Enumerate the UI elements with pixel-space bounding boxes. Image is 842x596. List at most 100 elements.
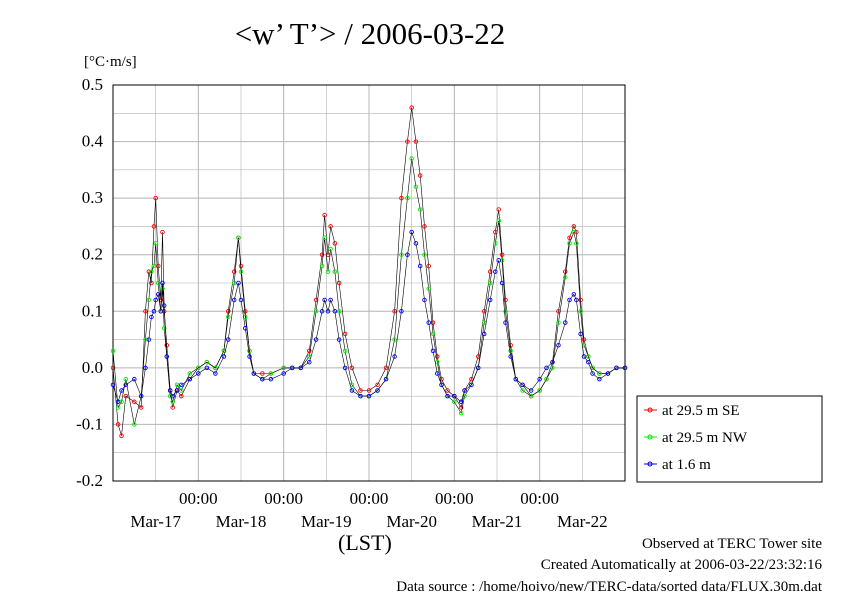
- y-tick-label: 0.3: [82, 188, 103, 207]
- data-point: [469, 382, 474, 388]
- data-point: [496, 207, 501, 212]
- data-point: [119, 388, 124, 393]
- x-date-tick-label: Mar-18: [216, 512, 267, 531]
- data-point: [319, 263, 325, 269]
- data-point: [597, 371, 602, 376]
- data-point: [417, 263, 423, 269]
- y-tick-label: -0.1: [76, 414, 103, 433]
- data-point: [138, 405, 144, 410]
- data-point: [115, 405, 121, 410]
- data-point: [520, 388, 525, 393]
- data-point: [115, 422, 121, 427]
- data-point: [149, 280, 154, 286]
- data-point: [307, 348, 312, 354]
- data-point: [158, 309, 164, 314]
- data-point: [236, 280, 241, 286]
- data-point: [268, 376, 274, 382]
- x-axis-label: (LST): [338, 530, 392, 555]
- data-point: [238, 269, 244, 274]
- data-point: [123, 376, 129, 382]
- data-point: [537, 388, 542, 393]
- legend-label: at 29.5 m SE: [662, 403, 740, 419]
- data-point: [445, 388, 450, 393]
- data-point: [119, 433, 124, 438]
- y-tick-label: 0.4: [82, 132, 104, 151]
- legend-swatch-marker: [647, 407, 653, 413]
- data-point: [422, 224, 427, 229]
- data-point: [247, 348, 252, 354]
- data-point: [581, 337, 587, 342]
- data-point: [225, 309, 231, 314]
- x-date-tick-label: Mar-20: [386, 512, 437, 531]
- data-point: [399, 252, 404, 257]
- data-point: [358, 393, 363, 399]
- data-point: [342, 331, 348, 337]
- data-point: [221, 348, 227, 354]
- x-time-tick-label: 00:00: [179, 489, 218, 508]
- data-point: [281, 365, 286, 371]
- data-point: [550, 359, 555, 365]
- data-point: [170, 399, 175, 405]
- data-point: [445, 393, 450, 399]
- data-point: [503, 309, 508, 314]
- series-line: [112, 230, 625, 403]
- data-point: [574, 241, 579, 246]
- data-point: [493, 269, 498, 274]
- data-point: [174, 382, 180, 388]
- x-date-tick-label: Mar-21: [472, 512, 523, 531]
- data-point: [597, 376, 602, 382]
- data-point: [313, 337, 319, 342]
- data-point: [409, 105, 414, 110]
- data-point: [528, 393, 534, 399]
- data-point: [417, 173, 423, 178]
- data-point: [383, 376, 389, 382]
- data-point: [586, 359, 591, 365]
- data-point: [328, 246, 333, 252]
- data-point: [614, 365, 619, 371]
- data-point: [332, 309, 338, 314]
- data-point: [520, 382, 525, 388]
- data-point: [578, 297, 583, 303]
- data-point: [405, 195, 410, 201]
- x-time-tick-label: 00:00: [350, 489, 389, 508]
- data-point: [405, 139, 410, 144]
- data-point: [430, 331, 436, 337]
- data-point: [132, 399, 137, 405]
- data-point: [243, 309, 248, 314]
- data-point: [332, 269, 338, 274]
- data-point: [204, 359, 210, 365]
- data-point: [544, 376, 549, 382]
- data-point: [151, 224, 157, 229]
- y-axis-ticks: 0.5 0.4 0.3 0.2 0.1 0.0 -0.1 -0.2: [76, 75, 103, 490]
- legend-swatch-marker: [647, 434, 653, 440]
- data-point: [123, 393, 129, 399]
- legend-label: at 29.5 m NW: [662, 430, 748, 446]
- data-point: [435, 359, 440, 365]
- data-point: [475, 365, 481, 371]
- data-point: [170, 393, 175, 399]
- data-point: [319, 252, 325, 257]
- y-tick-label: 0.2: [82, 245, 103, 264]
- data-point: [298, 365, 303, 371]
- data-point: [149, 269, 154, 274]
- data-point: [146, 297, 152, 303]
- data-point: [481, 331, 487, 337]
- plot-frame: [112, 84, 626, 482]
- data-point: [268, 371, 274, 376]
- data-point: [110, 382, 116, 388]
- data-point: [187, 371, 193, 376]
- data-point: [349, 388, 355, 393]
- data-point: [161, 303, 167, 308]
- data-point: [260, 376, 265, 382]
- data-point: [571, 224, 577, 229]
- data-point: [487, 297, 493, 303]
- data-point: [508, 348, 513, 354]
- data-point: [325, 309, 331, 314]
- data-point: [247, 354, 252, 359]
- data-point: [138, 393, 144, 399]
- data-point: [578, 331, 583, 337]
- data-point: [179, 388, 184, 393]
- data-point: [342, 348, 348, 354]
- data-point: [260, 371, 265, 376]
- data-point: [574, 297, 579, 303]
